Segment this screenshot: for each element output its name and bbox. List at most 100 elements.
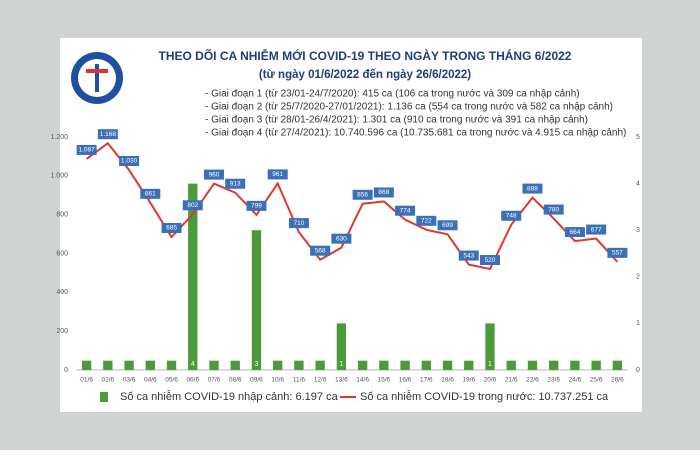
y2-tick-label: 1 xyxy=(636,320,640,327)
note: - Giai đoạn 4 (từ 27/4/2021): 10.740.596… xyxy=(205,128,626,139)
value-label: 960 xyxy=(209,171,220,178)
bar xyxy=(421,360,431,370)
value-label-box xyxy=(480,255,500,266)
value-label: 861 xyxy=(145,191,156,198)
bar xyxy=(124,360,134,370)
bar xyxy=(81,360,92,370)
value-label-box xyxy=(586,224,607,235)
value-label: 868 xyxy=(378,189,389,196)
x-tick-label: 08/6 xyxy=(229,377,242,384)
x-tick-label: 18/6 xyxy=(441,377,454,384)
y-tick-label: 400 xyxy=(56,289,68,296)
x-tick-label: 15/6 xyxy=(378,377,391,384)
chart-subtitle: (từ ngày 01/6/2022 đến ngày 26/6/2022) xyxy=(259,69,471,81)
y2-tick-label: 2 xyxy=(636,274,640,281)
value-label: 710 xyxy=(293,220,304,227)
y2-tick-label: 0 xyxy=(636,367,640,374)
legend-label: Số ca nhiễm COVID-19 trong nước: 10.737.… xyxy=(360,390,609,403)
value-label: 961 xyxy=(272,171,283,178)
bar xyxy=(145,360,155,370)
bar xyxy=(230,360,240,370)
value-label-box xyxy=(564,227,585,238)
value-label-box xyxy=(331,233,352,244)
value-label-box xyxy=(310,245,331,256)
x-tick-label: 13/6 xyxy=(335,377,348,384)
y-tick-label: 0 xyxy=(64,367,68,374)
value-label: 543 xyxy=(463,252,474,259)
note: - Giai đoạn 1 (từ 23/01-24/7/2020): 415 … xyxy=(205,89,580,100)
note: - Giai đoạn 3 (từ 28/01-26/4/2021): 1.30… xyxy=(205,115,588,126)
value-label: 1.030 xyxy=(121,158,138,165)
x-tick-label: 20/6 xyxy=(484,377,497,384)
bar xyxy=(612,360,623,370)
x-tick-label: 16/6 xyxy=(399,377,412,384)
bar xyxy=(336,323,347,370)
logo xyxy=(71,52,123,104)
x-tick-label: 09/6 xyxy=(250,377,263,384)
value-label-box xyxy=(395,205,416,216)
bar xyxy=(464,360,474,370)
value-label-box xyxy=(161,222,182,233)
bar xyxy=(273,360,283,370)
value-label: 568 xyxy=(315,247,326,254)
value-label-box xyxy=(246,200,267,211)
bar xyxy=(379,360,389,370)
bar xyxy=(442,360,453,370)
bar xyxy=(527,360,538,370)
bar xyxy=(485,323,495,370)
value-label-box xyxy=(543,204,564,215)
value-label: 748 xyxy=(506,212,517,219)
value-label: 664 xyxy=(569,229,580,236)
value-label-box xyxy=(522,183,543,194)
y-tick-label: 800 xyxy=(56,212,68,219)
chart-title: THEO DÕI CA NHIỄM MỚI COVID-19 THEO NGÀY… xyxy=(159,48,572,63)
x-tick-label: 05/6 xyxy=(165,377,178,384)
bar xyxy=(591,360,601,370)
value-label-box xyxy=(140,188,161,199)
y2-tick-label: 3 xyxy=(636,227,640,234)
x-tick-label: 24/6 xyxy=(569,377,582,384)
value-label-box xyxy=(352,189,373,200)
value-label-box xyxy=(225,178,246,189)
bar xyxy=(549,360,559,370)
value-label: 888 xyxy=(527,185,538,192)
y-tick-label: 600 xyxy=(56,250,68,257)
x-tick-label: 21/6 xyxy=(505,377,518,384)
bar xyxy=(294,360,304,370)
bar xyxy=(251,230,262,370)
x-tick-label: 17/6 xyxy=(420,377,433,384)
x-tick-label: 02/6 xyxy=(102,377,115,384)
x-tick-label: 01/6 xyxy=(80,377,93,384)
legend-swatch xyxy=(100,392,108,402)
bar xyxy=(209,360,219,370)
value-label: 780 xyxy=(548,206,559,213)
x-tick-label: 14/6 xyxy=(356,377,369,384)
x-tick-label: 11/6 xyxy=(293,377,306,384)
value-label: 1.087 xyxy=(78,147,95,154)
x-tick-label: 23/6 xyxy=(547,377,560,384)
x-tick-label: 04/6 xyxy=(144,377,157,384)
x-tick-label: 26/6 xyxy=(611,377,624,384)
value-label-box xyxy=(288,218,309,229)
value-label-box xyxy=(501,210,522,221)
value-label: 856 xyxy=(357,192,368,199)
value-label-box xyxy=(204,169,224,180)
value-label: 557 xyxy=(612,250,623,257)
value-label-box xyxy=(76,144,97,155)
value-label: 1.168 xyxy=(100,131,117,138)
bar-label: 1 xyxy=(339,361,343,368)
value-label: 699 xyxy=(442,222,453,229)
value-label: 802 xyxy=(187,202,198,209)
bar-label: 4 xyxy=(191,361,195,368)
y-tick-label: 1.000 xyxy=(50,173,68,180)
legend-label: Số ca nhiễm COVID-19 nhập cảnh: 6.197 ca xyxy=(120,390,339,403)
value-label: 520 xyxy=(485,257,496,264)
bar xyxy=(103,360,113,370)
x-tick-label: 06/6 xyxy=(186,377,199,384)
value-label-box xyxy=(267,169,288,180)
value-label: 722 xyxy=(421,218,432,225)
value-label-box xyxy=(97,129,118,140)
value-label-box xyxy=(437,220,458,231)
y-tick-label: 200 xyxy=(56,328,68,335)
